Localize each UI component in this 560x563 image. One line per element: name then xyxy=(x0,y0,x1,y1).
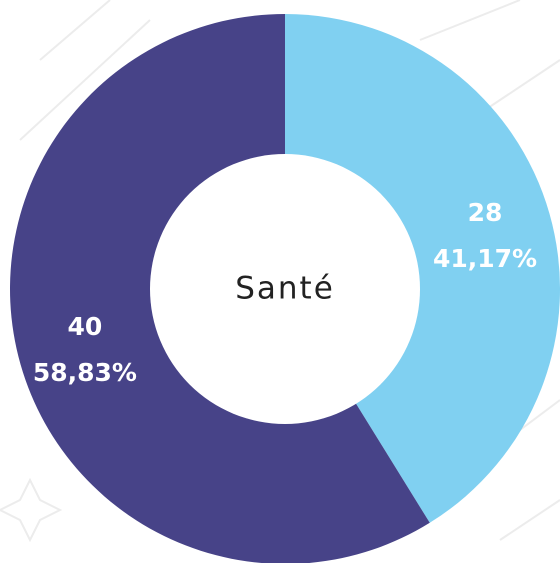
center-label: Santé xyxy=(235,271,335,307)
donut-hole xyxy=(150,154,420,424)
percentage-label: 58,83% xyxy=(33,358,137,387)
value-label: 28 xyxy=(468,198,503,227)
percentage-label: 41,17% xyxy=(433,244,537,273)
value-label: 40 xyxy=(68,312,103,341)
background-decoration xyxy=(0,0,560,543)
